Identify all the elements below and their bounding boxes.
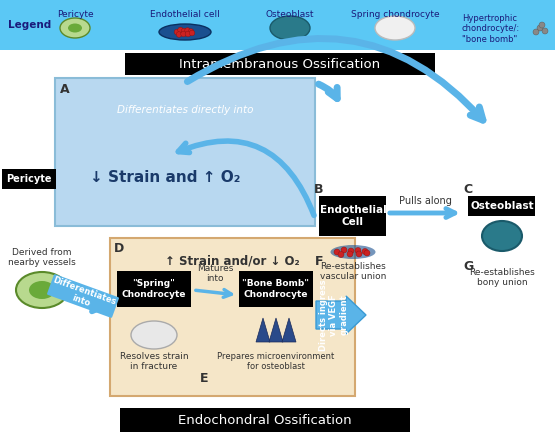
- Ellipse shape: [482, 221, 522, 251]
- Text: Osteoblast: Osteoblast: [470, 201, 534, 211]
- Text: Hypertrophic
chondrocyte/:
"bone bomb": Hypertrophic chondrocyte/: "bone bomb": [462, 14, 520, 44]
- Ellipse shape: [131, 321, 177, 349]
- Circle shape: [537, 25, 543, 31]
- Text: Intramembranous Ossification: Intramembranous Ossification: [179, 58, 381, 70]
- Polygon shape: [256, 318, 270, 342]
- Bar: [0, 0, 555, 50]
- Text: A: A: [60, 83, 69, 96]
- FancyBboxPatch shape: [468, 196, 535, 216]
- Text: "Bone Bomb"
Chondrocyte: "Bone Bomb" Chondrocyte: [243, 279, 310, 299]
- Ellipse shape: [159, 24, 211, 40]
- Text: Re-establishes
vascular union: Re-establishes vascular union: [320, 262, 386, 281]
- Polygon shape: [269, 318, 283, 342]
- Text: Prepares microenvironment
for osteoblast: Prepares microenvironment for osteoblast: [218, 352, 335, 372]
- Circle shape: [533, 29, 539, 35]
- Text: Spring chondrocyte: Spring chondrocyte: [351, 10, 440, 19]
- Bar: [125, 53, 435, 75]
- Ellipse shape: [29, 281, 55, 299]
- Text: ↓ Strain and ↑ O₂: ↓ Strain and ↑ O₂: [90, 170, 240, 186]
- Circle shape: [341, 247, 347, 253]
- Circle shape: [539, 22, 545, 28]
- Text: G: G: [463, 260, 473, 273]
- Text: Endochondral Ossification: Endochondral Ossification: [178, 413, 352, 426]
- Ellipse shape: [270, 16, 310, 40]
- Circle shape: [362, 248, 368, 255]
- Bar: [120, 408, 410, 432]
- Circle shape: [355, 248, 361, 253]
- Text: "Spring"
Chondrocyte: "Spring" Chondrocyte: [122, 279, 186, 299]
- Circle shape: [176, 32, 182, 37]
- Text: B: B: [314, 183, 324, 196]
- Text: Osteoblast: Osteoblast: [266, 10, 314, 19]
- Text: Pericyte: Pericyte: [6, 174, 52, 184]
- Circle shape: [178, 27, 183, 33]
- Ellipse shape: [16, 272, 68, 308]
- Ellipse shape: [375, 16, 415, 40]
- FancyBboxPatch shape: [2, 169, 56, 189]
- Circle shape: [185, 28, 190, 33]
- Text: ↑ Strain and/or ↓ O₂: ↑ Strain and/or ↓ O₂: [165, 255, 299, 268]
- Text: E: E: [200, 372, 209, 385]
- Circle shape: [356, 251, 362, 257]
- Circle shape: [338, 252, 344, 257]
- Ellipse shape: [60, 18, 90, 38]
- Circle shape: [189, 30, 195, 36]
- Circle shape: [334, 249, 340, 255]
- Circle shape: [348, 248, 354, 254]
- Circle shape: [188, 29, 194, 34]
- Bar: [110, 238, 355, 396]
- Text: Directs ingress
via VEGF
gradient: Directs ingress via VEGF gradient: [319, 279, 349, 351]
- Ellipse shape: [330, 245, 376, 259]
- Text: Endothelial
Cell: Endothelial Cell: [320, 205, 386, 227]
- Text: C: C: [463, 183, 472, 196]
- Ellipse shape: [68, 24, 82, 33]
- Text: Resolves strain
in fracture: Resolves strain in fracture: [120, 352, 188, 372]
- Text: F: F: [315, 255, 324, 268]
- Circle shape: [364, 250, 370, 256]
- Text: Differentiates directly into: Differentiates directly into: [117, 105, 253, 115]
- Text: Endothelial cell: Endothelial cell: [150, 10, 220, 19]
- Text: Matures
into: Matures into: [197, 264, 233, 283]
- Circle shape: [347, 251, 353, 257]
- Polygon shape: [282, 318, 296, 342]
- Circle shape: [181, 31, 186, 37]
- Text: Pericyte: Pericyte: [57, 10, 93, 19]
- Bar: [55, 78, 315, 226]
- Text: D: D: [114, 242, 124, 255]
- Circle shape: [542, 28, 548, 34]
- Text: Pulls along: Pulls along: [398, 196, 451, 206]
- Circle shape: [174, 29, 180, 35]
- Circle shape: [181, 28, 187, 34]
- FancyBboxPatch shape: [117, 271, 191, 307]
- Text: Derived from
nearby vessels: Derived from nearby vessels: [8, 248, 76, 267]
- Circle shape: [185, 31, 191, 37]
- FancyBboxPatch shape: [239, 271, 313, 307]
- Text: Differentiates
into: Differentiates into: [48, 276, 118, 317]
- FancyBboxPatch shape: [319, 196, 386, 236]
- FancyArrow shape: [316, 296, 366, 334]
- Text: Re-establishes
bony union: Re-establishes bony union: [469, 268, 535, 287]
- Text: Legend: Legend: [8, 20, 51, 30]
